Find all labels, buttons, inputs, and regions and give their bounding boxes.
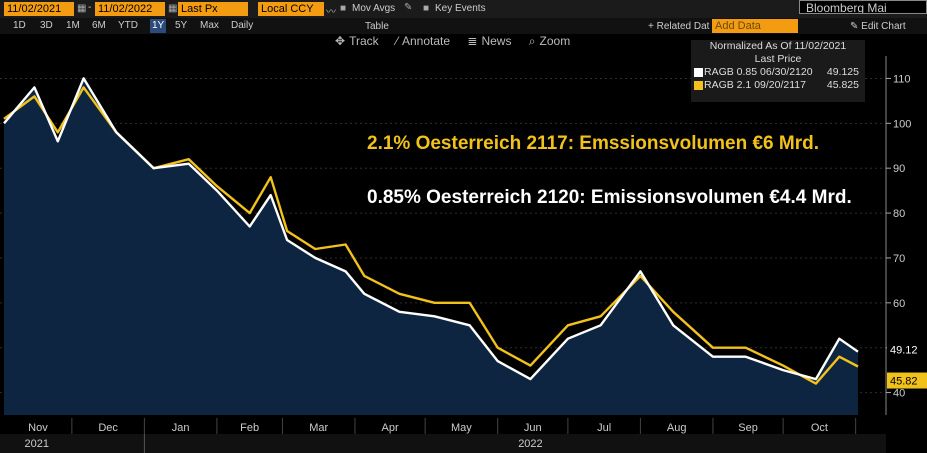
x-tick-label: May [451,422,472,434]
y-tick-label: 110 [893,73,911,85]
news-button[interactable]: News [481,34,512,48]
legend-header: Normalized As Of 11/02/2021 [709,40,847,52]
x-tick-label: Apr [381,422,398,434]
price-field-select[interactable]: Last Px [178,2,248,16]
period-button-1y[interactable]: 1Y [150,19,167,33]
legend-value: 49.125 [826,66,859,78]
pencil-icon[interactable]: ✎ [404,2,413,13]
y-tick-label: 90 [893,163,905,175]
zoom-button[interactable]: Zoom [539,34,571,48]
year-label: 2021 [25,438,49,450]
toolbar-top: 11/02/2021 ▦ - 11/02/2022 ▦ Last Px Loca… [0,0,927,18]
period-button-max[interactable]: Max [200,20,219,31]
calendar-icon[interactable]: ▦ [168,3,178,14]
x-tick-label: Oct [811,422,828,434]
key-events-toggle[interactable]: Key Events [435,3,486,14]
x-tick-label: Dec [98,422,118,434]
currency-select[interactable]: Local CCY [258,2,324,16]
period-button-daily[interactable]: Daily [231,20,254,31]
x-tick-label: Mar [309,422,328,434]
xaxis-band [0,420,886,434]
x-axis: Nov Dec Jan Feb Mar Apr May Jun Jul Aug Sep Oct 2021… [25,418,857,453]
y-tick-label: 70 [893,253,905,265]
track-icon[interactable]: ✥ [335,34,346,48]
annotate-button[interactable]: Annotate [401,34,451,48]
end-date-field[interactable]: 11/02/2022 [95,2,165,16]
legend-label: RAGB 2.1 09/20/2117 [704,79,806,91]
annotation-2120: 0.85% Oesterreich 2120: Emissionsvolumen… [367,187,852,208]
last-value-tag [887,341,927,358]
x-tick-label: Aug [667,422,687,434]
legend-value: 45.825 [826,79,859,91]
period-button-ytd[interactable]: YTD [118,20,138,31]
track-button[interactable]: Track [349,34,379,48]
brand-label: Bloomberg Mai [799,0,927,14]
legend-entry[interactable]: RAGB 0.85 06/30/2120 49.125 [691,66,865,79]
series-lines [3,77,859,385]
zoom-icon[interactable]: ⌕ [528,34,536,48]
legend-subheader: Last Price [754,53,802,65]
annotation-2117: 2.1% Oesterreich 2117: Emssionsvolumen €… [367,133,819,154]
related-data-button[interactable]: + Related Dat [648,21,710,32]
area-fill [4,78,858,416]
edit-chart-button[interactable]: ✎ Edit Chart [850,21,906,32]
legend-swatch [694,81,703,90]
legend-label: RAGB 0.85 06/30/2120 [704,66,813,78]
x-tick-label: Nov [28,422,48,434]
y-tick-label: 40 [893,388,905,400]
news-icon[interactable]: ≣ [467,34,478,48]
last-value-label: 45.82 [890,376,918,388]
calendar-icon[interactable]: ▦ [77,3,87,14]
line-chart-icon[interactable]: 〰 [326,7,336,18]
checkbox-icon[interactable]: ■ [423,3,430,14]
last-value-label: 49.12 [890,345,918,357]
x-tick-label: Feb [240,422,259,434]
year-label: 2022 [518,438,542,450]
year-band [0,434,886,453]
period-button-3d[interactable]: 3D [40,20,53,31]
chart-tools: ✥ Track ⁄ Annotate ≣ News ⌕ Zoom [335,34,584,54]
period-button-5y[interactable]: 5Y [175,20,188,31]
period-button-1d[interactable]: 1D [13,20,26,31]
mov-avgs-toggle[interactable]: Mov Avgs [352,3,396,14]
legend-entry[interactable]: RAGB 2.1 09/20/2117 45.825 [691,79,865,92]
toolbar-periods: 1D 3D 1M 6M YTD 1Y 5Y Max Daily [0,18,927,34]
series-line-0 [3,77,859,381]
annotate-icon[interactable]: ⁄ [395,34,398,48]
area-fill-path [4,78,858,416]
period-button-1m[interactable]: 1M [66,20,80,31]
period-button-6m[interactable]: 6M [92,20,106,31]
add-data-input[interactable]: Add Data [712,19,798,33]
edit-chart-label: Edit Chart [861,21,906,32]
table-button[interactable]: Table [365,21,389,32]
start-date-field[interactable]: 11/02/2021 [4,2,74,16]
x-tick-label: Jan [172,422,190,434]
legend: Normalized As Of 11/02/2021 Last Price R… [691,40,865,102]
y-tick-label: 80 [893,208,905,220]
checkbox-icon[interactable]: ■ [340,3,347,14]
last-value-tag [887,372,927,389]
x-tick-label: Jul [597,422,611,434]
date-separator: - [88,2,92,13]
x-tick-label: Sep [738,422,758,434]
x-tick-label: Jun [524,422,542,434]
y-tick-label: 100 [893,118,911,130]
y-tick-label: 60 [893,298,905,310]
legend-swatch [694,68,703,77]
